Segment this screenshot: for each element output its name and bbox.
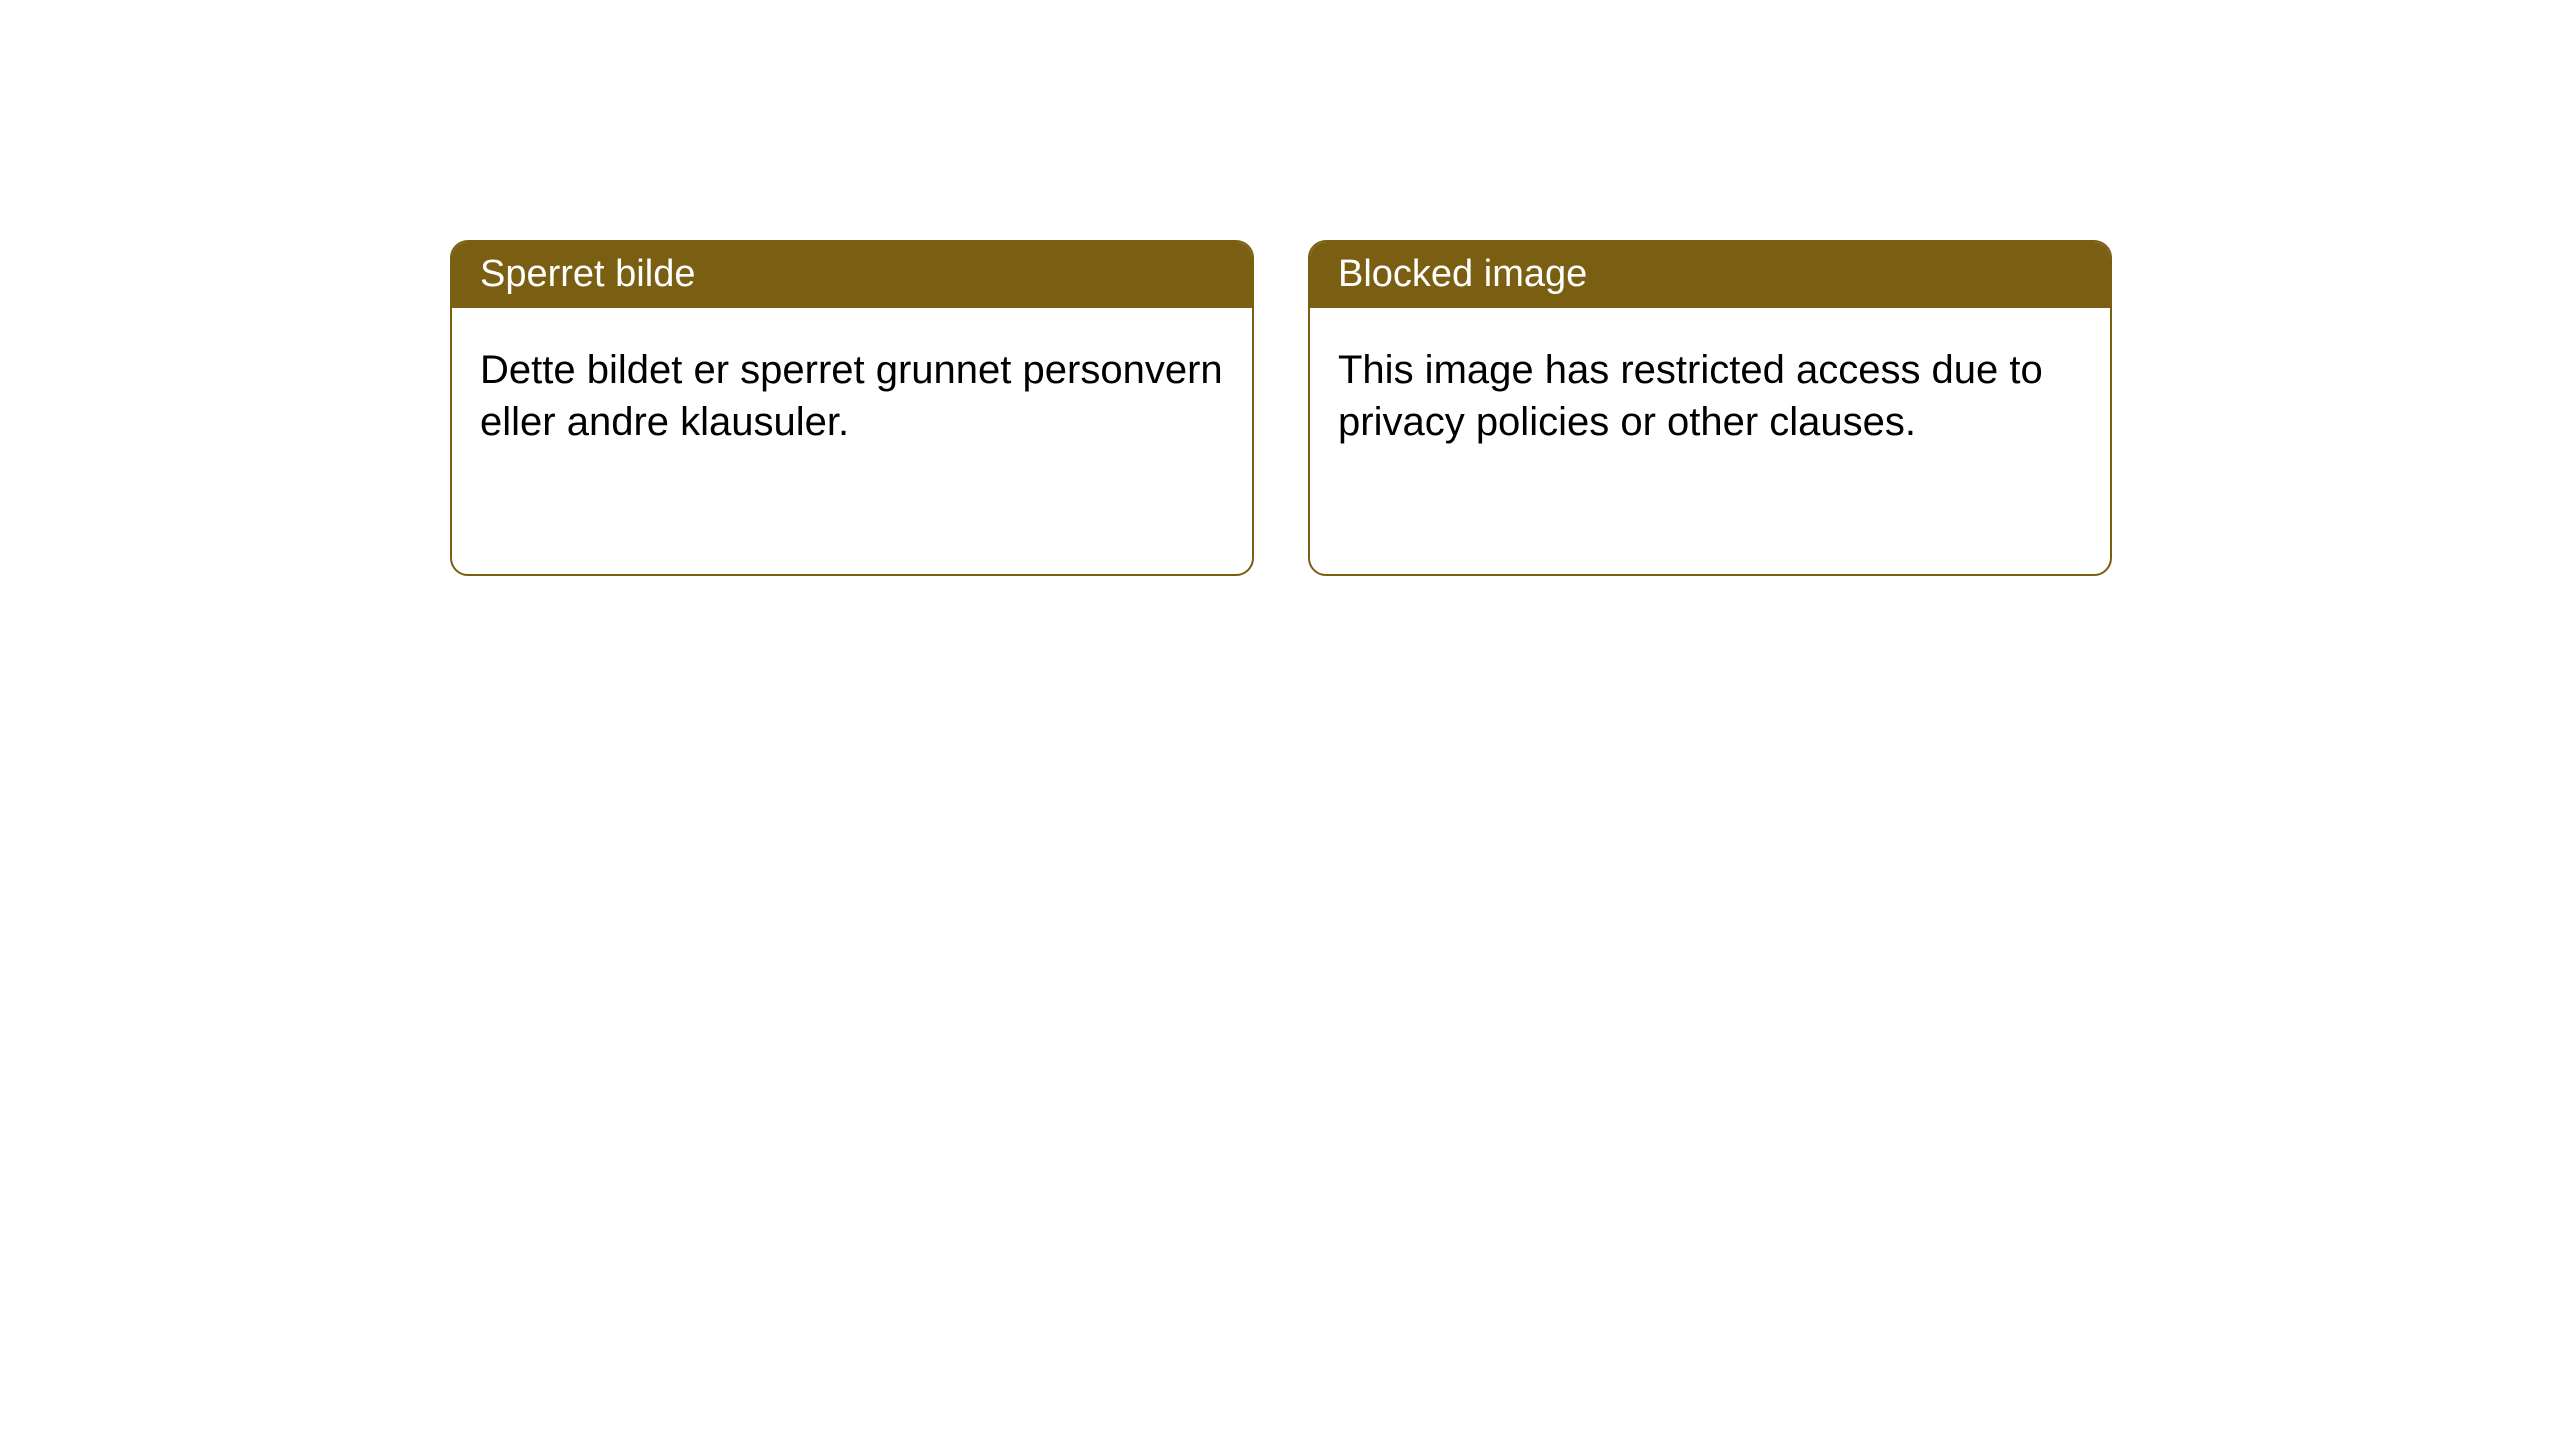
notice-card-norwegian: Sperret bilde Dette bildet er sperret gr…	[450, 240, 1254, 576]
notice-cards-container: Sperret bilde Dette bildet er sperret gr…	[450, 240, 2112, 576]
card-body-text: This image has restricted access due to …	[1338, 348, 2043, 445]
card-body: This image has restricted access due to …	[1310, 308, 2110, 486]
card-title: Blocked image	[1338, 253, 1587, 295]
card-header: Sperret bilde	[452, 242, 1252, 308]
card-title: Sperret bilde	[480, 253, 695, 295]
card-body: Dette bildet er sperret grunnet personve…	[452, 308, 1252, 486]
card-body-text: Dette bildet er sperret grunnet personve…	[480, 348, 1223, 445]
card-header: Blocked image	[1310, 242, 2110, 308]
notice-card-english: Blocked image This image has restricted …	[1308, 240, 2112, 576]
